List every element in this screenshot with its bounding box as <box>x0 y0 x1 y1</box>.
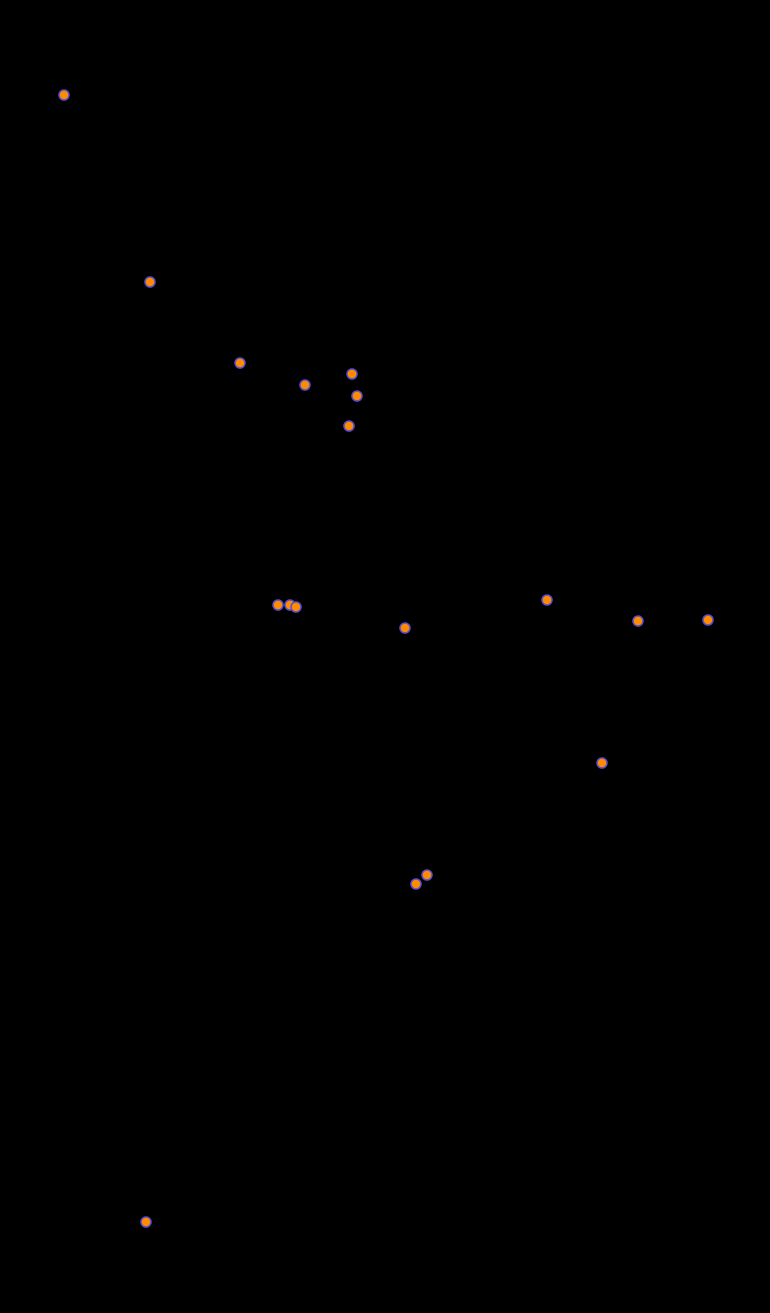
data-point <box>542 595 552 605</box>
data-point <box>344 421 354 431</box>
data-point <box>141 1217 151 1227</box>
data-point <box>352 391 362 401</box>
data-point <box>300 380 310 390</box>
data-point <box>145 277 155 287</box>
data-point <box>273 600 283 610</box>
data-point <box>291 602 301 612</box>
data-point <box>422 870 432 880</box>
data-point <box>400 623 410 633</box>
scatter-plot <box>0 0 770 1313</box>
data-point <box>411 879 421 889</box>
data-point <box>59 90 69 100</box>
data-point <box>633 616 643 626</box>
data-point <box>703 615 713 625</box>
chart-background <box>0 0 770 1313</box>
data-point <box>597 758 607 768</box>
data-point <box>347 369 357 379</box>
data-point <box>235 358 245 368</box>
